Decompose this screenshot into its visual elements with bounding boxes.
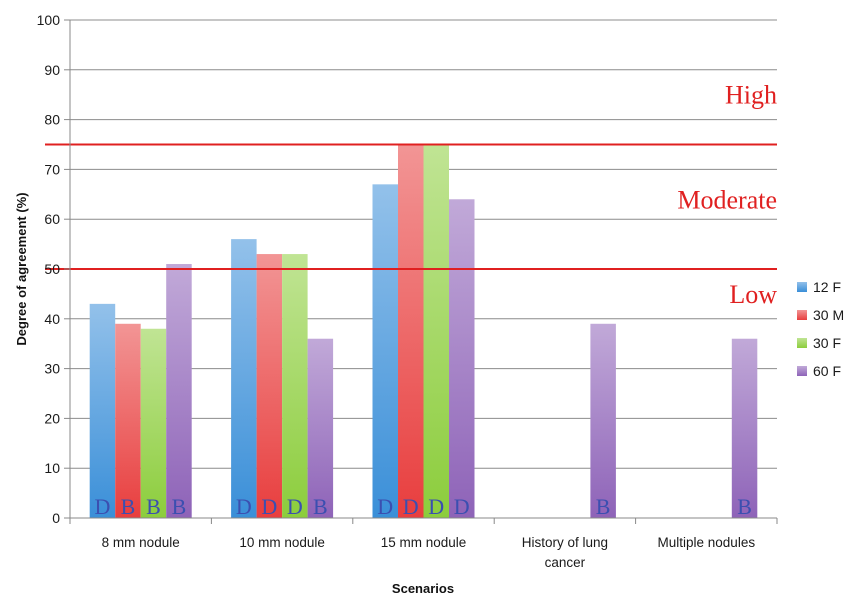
bar [590, 324, 616, 518]
y-axis-title: Degree of agreement (%) [14, 192, 29, 345]
bar-letter-label: B [172, 494, 187, 519]
bar-letter-label: B [121, 494, 136, 519]
y-tick-label: 100 [37, 12, 61, 28]
y-tick-label: 20 [44, 410, 60, 426]
bar [373, 184, 399, 518]
bar-letter-label: B [737, 494, 752, 519]
legend: 12 F 30 M 30 F 60 F [797, 279, 844, 379]
bar-letter-label: D [236, 494, 252, 519]
bar [424, 145, 450, 519]
x-tick-label: Multiple nodules [658, 535, 756, 550]
band-labels: High Moderate Low [677, 81, 777, 309]
band-label: High [725, 81, 777, 110]
legend-swatch [797, 366, 807, 376]
band-label: Low [729, 280, 777, 309]
y-tick-label: 70 [44, 161, 60, 177]
bar-letter-label: D [454, 494, 470, 519]
bar [449, 199, 475, 518]
x-tick-label: cancer [545, 555, 586, 570]
legend-swatch [797, 310, 807, 320]
bar [398, 145, 424, 519]
y-tick-label: 30 [44, 361, 60, 377]
bar-letter-label: D [261, 494, 277, 519]
legend-swatch [797, 338, 807, 348]
bar [166, 264, 192, 518]
legend-label: 12 F [813, 279, 841, 295]
x-tick-label: 10 mm nodule [239, 535, 325, 550]
legend-swatch [797, 282, 807, 292]
legend-label: 30 M [813, 307, 844, 323]
bar-letter-label: D [403, 494, 419, 519]
x-tick-label: History of lung [522, 535, 608, 550]
y-tick-label: 40 [44, 311, 60, 327]
y-tick-label: 60 [44, 211, 60, 227]
y-tick-label: 50 [44, 261, 60, 277]
bar-letter-label: D [95, 494, 111, 519]
legend-label: 30 F [813, 335, 841, 351]
bar [308, 339, 334, 518]
bar [257, 254, 283, 518]
y-tick-label: 90 [44, 62, 60, 78]
bar [231, 239, 257, 518]
bar-letter-label: D [287, 494, 303, 519]
bar [115, 324, 141, 518]
legend-label: 60 F [813, 363, 841, 379]
bar [282, 254, 308, 518]
bar-letter-label: D [377, 494, 393, 519]
bar [732, 339, 758, 518]
bar [90, 304, 116, 518]
bar-letter-label: D [428, 494, 444, 519]
x-axis-title: Scenarios [392, 581, 454, 596]
band-label: Moderate [677, 185, 777, 214]
bar [141, 329, 167, 518]
x-tick-label: 8 mm nodule [102, 535, 180, 550]
y-tick-label: 0 [52, 510, 60, 526]
y-tick-label: 10 [44, 460, 60, 476]
bar-letter-label: B [146, 494, 161, 519]
y-tick-label: 80 [44, 112, 60, 128]
bar-letter-label: B [313, 494, 328, 519]
bar-letter-label: B [596, 494, 611, 519]
x-tick-label: 15 mm nodule [381, 535, 467, 550]
